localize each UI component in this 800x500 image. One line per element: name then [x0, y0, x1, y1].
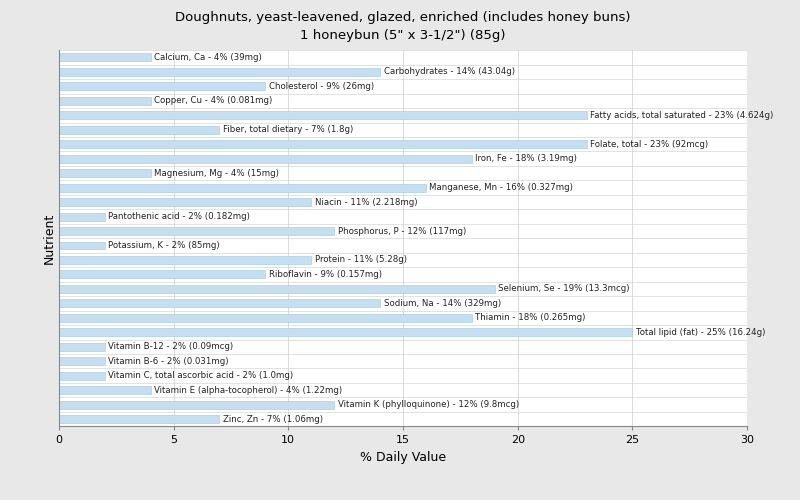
- Bar: [59, 343, 105, 350]
- Bar: [59, 400, 334, 408]
- Bar: [59, 140, 586, 148]
- Bar: [59, 300, 380, 308]
- Text: Copper, Cu - 4% (0.081mg): Copper, Cu - 4% (0.081mg): [154, 96, 272, 106]
- Text: Niacin - 11% (2.218mg): Niacin - 11% (2.218mg): [314, 198, 418, 206]
- X-axis label: % Daily Value: % Daily Value: [360, 451, 446, 464]
- Y-axis label: Nutrient: Nutrient: [43, 212, 56, 264]
- Text: Phosphorus, P - 12% (117mg): Phosphorus, P - 12% (117mg): [338, 226, 466, 235]
- Text: Pantothenic acid - 2% (0.182mg): Pantothenic acid - 2% (0.182mg): [108, 212, 250, 221]
- Bar: [59, 82, 266, 90]
- Bar: [59, 386, 150, 394]
- Bar: [59, 357, 105, 365]
- Bar: [59, 227, 334, 235]
- Bar: [59, 54, 150, 62]
- Text: Iron, Fe - 18% (3.19mg): Iron, Fe - 18% (3.19mg): [475, 154, 577, 163]
- Text: Calcium, Ca - 4% (39mg): Calcium, Ca - 4% (39mg): [154, 53, 262, 62]
- Text: Cholesterol - 9% (26mg): Cholesterol - 9% (26mg): [269, 82, 374, 91]
- Text: Vitamin C, total ascorbic acid - 2% (1.0mg): Vitamin C, total ascorbic acid - 2% (1.0…: [108, 371, 294, 380]
- Bar: [59, 212, 105, 220]
- Text: Vitamin B-6 - 2% (0.031mg): Vitamin B-6 - 2% (0.031mg): [108, 356, 229, 366]
- Text: Vitamin B-12 - 2% (0.09mcg): Vitamin B-12 - 2% (0.09mcg): [108, 342, 234, 351]
- Bar: [59, 415, 219, 423]
- Text: Fatty acids, total saturated - 23% (4.624g): Fatty acids, total saturated - 23% (4.62…: [590, 111, 774, 120]
- Bar: [59, 154, 472, 162]
- Bar: [59, 97, 150, 105]
- Text: Thiamin - 18% (0.265mg): Thiamin - 18% (0.265mg): [475, 314, 586, 322]
- Bar: [59, 314, 472, 322]
- Bar: [59, 372, 105, 380]
- Text: Magnesium, Mg - 4% (15mg): Magnesium, Mg - 4% (15mg): [154, 168, 279, 177]
- Text: Potassium, K - 2% (85mg): Potassium, K - 2% (85mg): [108, 241, 220, 250]
- Bar: [59, 68, 380, 76]
- Bar: [59, 242, 105, 250]
- Bar: [59, 256, 311, 264]
- Bar: [59, 184, 426, 192]
- Text: Vitamin K (phylloquinone) - 12% (9.8mcg): Vitamin K (phylloquinone) - 12% (9.8mcg): [338, 400, 518, 409]
- Text: Selenium, Se - 19% (13.3mcg): Selenium, Se - 19% (13.3mcg): [498, 284, 630, 294]
- Bar: [59, 112, 586, 120]
- Text: Riboflavin - 9% (0.157mg): Riboflavin - 9% (0.157mg): [269, 270, 382, 279]
- Bar: [59, 328, 633, 336]
- Text: Vitamin E (alpha-tocopherol) - 4% (1.22mg): Vitamin E (alpha-tocopherol) - 4% (1.22m…: [154, 386, 342, 394]
- Text: Total lipid (fat) - 25% (16.24g): Total lipid (fat) - 25% (16.24g): [636, 328, 766, 337]
- Text: Protein - 11% (5.28g): Protein - 11% (5.28g): [314, 256, 406, 264]
- Bar: [59, 270, 266, 278]
- Title: Doughnuts, yeast-leavened, glazed, enriched (includes honey buns)
1 honeybun (5": Doughnuts, yeast-leavened, glazed, enric…: [175, 11, 630, 42]
- Text: Carbohydrates - 14% (43.04g): Carbohydrates - 14% (43.04g): [383, 68, 514, 76]
- Text: Folate, total - 23% (92mcg): Folate, total - 23% (92mcg): [590, 140, 708, 148]
- Bar: [59, 169, 150, 177]
- Bar: [59, 198, 311, 206]
- Text: Sodium, Na - 14% (329mg): Sodium, Na - 14% (329mg): [383, 299, 501, 308]
- Text: Fiber, total dietary - 7% (1.8g): Fiber, total dietary - 7% (1.8g): [223, 126, 353, 134]
- Bar: [59, 126, 219, 134]
- Bar: [59, 285, 495, 293]
- Text: Manganese, Mn - 16% (0.327mg): Manganese, Mn - 16% (0.327mg): [430, 183, 574, 192]
- Text: Zinc, Zn - 7% (1.06mg): Zinc, Zn - 7% (1.06mg): [223, 414, 323, 424]
